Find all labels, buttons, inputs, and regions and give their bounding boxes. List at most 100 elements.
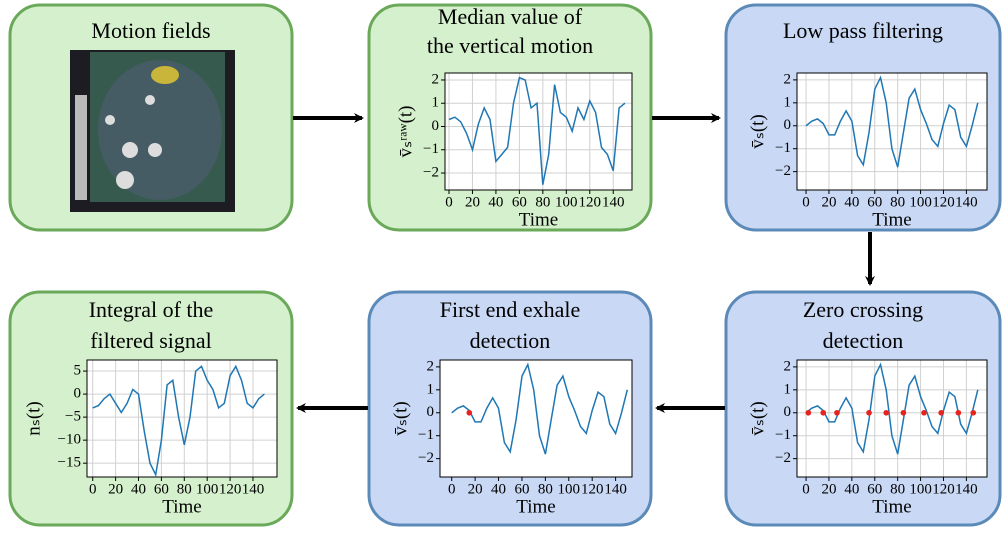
- plot-frame: [796, 72, 988, 191]
- y-axis-label: v̄ₛ(t): [747, 401, 768, 436]
- image-edge: [75, 95, 87, 200]
- y-tick-label: −2: [775, 450, 791, 466]
- x-tick-label: 60: [867, 194, 882, 210]
- marker-point: [820, 409, 827, 416]
- plot-frame: [439, 359, 633, 478]
- y-tick-label: −10: [58, 432, 81, 448]
- x-tick-label: 40: [491, 481, 506, 497]
- node-label: filtered signal: [90, 328, 212, 353]
- x-tick-label: 0: [445, 194, 453, 210]
- y-tick-label: −2: [418, 450, 434, 466]
- y-tick-label: 1: [784, 381, 792, 397]
- marker-point: [866, 409, 872, 416]
- y-axis-label: v̄ₛ(t): [390, 401, 411, 436]
- image-organ: [98, 60, 222, 200]
- y-tick-label: −5: [65, 409, 81, 425]
- x-axis-label: Time: [519, 209, 558, 230]
- series-line: [448, 76, 626, 185]
- x-tick-label: 80: [890, 194, 905, 210]
- x-tick-label: 140: [955, 194, 978, 210]
- plot-area: [439, 359, 633, 478]
- y-tick-label: 0: [784, 404, 792, 420]
- plot-frame: [86, 359, 278, 478]
- marker-point: [970, 409, 977, 416]
- y-tick-label: 5: [74, 362, 82, 378]
- x-tick-label: 0: [89, 481, 97, 497]
- y-tick-label: −1: [423, 141, 439, 157]
- x-tick-label: 0: [802, 481, 810, 497]
- node-label: Low pass filtering: [783, 18, 943, 43]
- x-tick-label: 140: [602, 194, 625, 210]
- marker-point: [805, 409, 812, 416]
- x-tick-label: 140: [242, 481, 265, 497]
- image-vessel: [105, 115, 115, 125]
- y-axis-label: nₛ(t): [23, 401, 44, 436]
- node: Motion fields: [8, 3, 294, 232]
- x-tick-label: 20: [821, 481, 836, 497]
- x-tick-label: 120: [932, 481, 955, 497]
- plot-frame: [796, 359, 988, 478]
- x-tick-label: 100: [909, 481, 932, 497]
- y-tick-label: −1: [775, 427, 791, 443]
- x-tick-label: 80: [538, 481, 553, 497]
- plot-area: [86, 359, 278, 478]
- plot-area: [796, 359, 988, 478]
- node-label: Integral of the: [89, 297, 214, 322]
- y-tick-label: −1: [418, 427, 434, 443]
- image-vessel: [122, 142, 138, 158]
- x-tick-label: 80: [177, 481, 192, 497]
- plot-area: [796, 72, 988, 191]
- x-axis-label: Time: [162, 496, 201, 517]
- series-line: [805, 362, 979, 455]
- x-tick-label: 120: [932, 194, 955, 210]
- node-label: First end exhale: [440, 297, 581, 322]
- series-line: [92, 364, 265, 478]
- plot-frame: [444, 72, 633, 191]
- x-tick-label: 120: [579, 194, 602, 210]
- marker-point: [883, 409, 890, 416]
- node-label: the vertical motion: [427, 33, 593, 58]
- marker-point: [900, 409, 907, 416]
- y-axis-label: v̄ₛ(t): [747, 114, 768, 149]
- y-tick-label: 2: [784, 71, 792, 87]
- marker-point: [466, 409, 473, 416]
- x-axis-label: Time: [872, 496, 911, 517]
- image-highlight: [151, 66, 179, 84]
- x-tick-label: 40: [488, 194, 503, 210]
- image-vessel: [145, 95, 155, 105]
- node-label: Zero crossing: [803, 297, 923, 322]
- x-tick-label: 140: [955, 481, 978, 497]
- x-tick-label: 100: [558, 481, 581, 497]
- y-tick-label: 2: [432, 71, 440, 87]
- x-tick-label: 60: [512, 194, 527, 210]
- arrows: [293, 113, 875, 413]
- x-axis-label: Time: [872, 209, 911, 230]
- x-tick-label: 20: [108, 481, 123, 497]
- y-tick-label: 1: [784, 94, 792, 110]
- marker-point: [938, 409, 944, 416]
- node-label: detection: [823, 328, 904, 353]
- node: Integral of the filtered signal 0 20 40 60 80 1…: [8, 290, 294, 527]
- x-tick-label: 40: [131, 481, 146, 497]
- node-label: detection: [470, 328, 551, 353]
- y-axis-label: v̄ₛʳᵃʷ(t): [395, 106, 416, 158]
- image-vessel: [116, 171, 134, 189]
- marker-point: [921, 409, 927, 416]
- y-tick-label: 2: [427, 358, 435, 374]
- y-tick-label: 1: [427, 381, 435, 397]
- x-tick-label: 60: [154, 481, 169, 497]
- y-tick-label: 1: [432, 95, 440, 111]
- x-tick-label: 20: [821, 194, 836, 210]
- x-tick-label: 80: [890, 481, 905, 497]
- x-tick-label: 100: [555, 194, 578, 210]
- y-tick-label: −2: [423, 164, 439, 180]
- y-tick-label: 0: [432, 118, 440, 134]
- x-tick-label: 0: [448, 481, 456, 497]
- node-label: Median value of: [438, 4, 583, 29]
- motion-image: [70, 50, 235, 212]
